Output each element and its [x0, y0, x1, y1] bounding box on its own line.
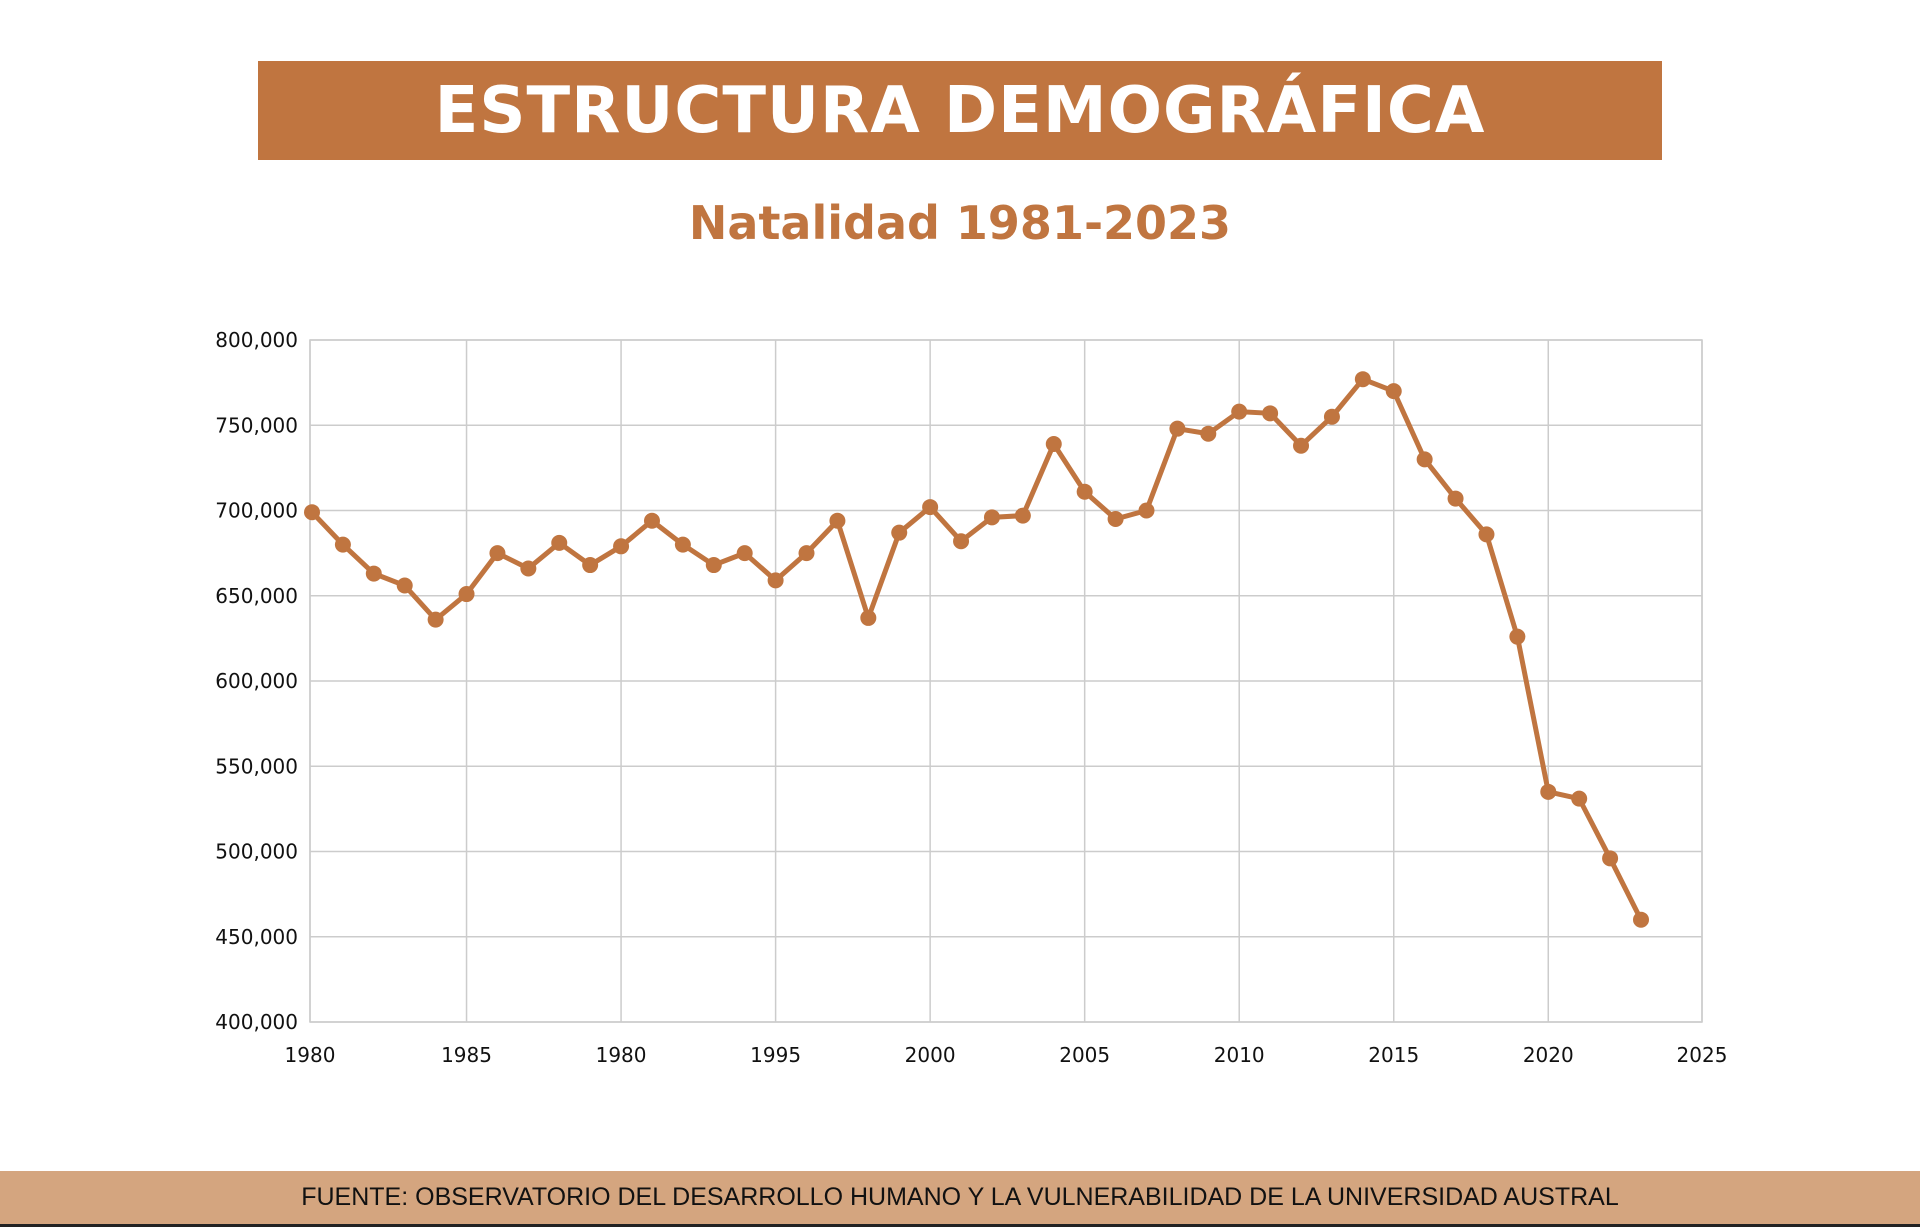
data-point [643, 512, 660, 529]
y-tick-label: 750,000 [215, 413, 298, 437]
data-point [1169, 420, 1186, 437]
data-point [736, 545, 753, 562]
x-tick-label: 2005 [1059, 1043, 1110, 1067]
data-point [922, 499, 939, 516]
data-point [798, 545, 815, 562]
x-tick-label: 1980 [285, 1043, 336, 1067]
data-point [1540, 783, 1557, 800]
data-point [458, 586, 475, 603]
y-tick-label: 650,000 [215, 584, 298, 608]
data-point [489, 545, 506, 562]
data-point [1416, 451, 1433, 468]
data-point [860, 609, 877, 626]
title-banner: ESTRUCTURA DEMOGRÁFICA [258, 61, 1662, 160]
x-tick-label: 1980 [596, 1043, 647, 1067]
data-point [1385, 383, 1402, 400]
x-tick-label: 1985 [441, 1043, 492, 1067]
page-title: ESTRUCTURA DEMOGRÁFICA [434, 73, 1486, 148]
data-point [1478, 526, 1495, 543]
y-tick-label: 600,000 [215, 669, 298, 693]
data-point [582, 557, 599, 574]
data-point [829, 512, 846, 529]
data-point [674, 536, 691, 553]
data-point [1014, 507, 1031, 524]
data-point [427, 611, 444, 628]
data-point [396, 577, 413, 594]
data-point [1231, 403, 1248, 420]
source-text: FUENTE: OBSERVATORIO DEL DESARROLLO HUMA… [301, 1183, 1619, 1211]
data-point [891, 524, 908, 541]
data-point [1200, 425, 1217, 442]
data-point [1107, 511, 1124, 528]
data-point [551, 534, 568, 551]
data-point [1354, 371, 1371, 388]
data-point [767, 572, 784, 589]
data-point [1447, 490, 1464, 507]
data-point [705, 557, 722, 574]
data-point [1262, 405, 1279, 422]
data-point [1293, 437, 1310, 454]
x-tick-label: 2025 [1677, 1043, 1728, 1067]
y-tick-label: 450,000 [215, 925, 298, 949]
data-point [520, 560, 537, 577]
data-point [1633, 911, 1649, 928]
x-tick-label: 2000 [905, 1043, 956, 1067]
data-point [1045, 436, 1062, 453]
data-point [365, 565, 382, 582]
data-point [304, 504, 320, 521]
data-point [983, 509, 1000, 526]
y-tick-label: 500,000 [215, 840, 298, 864]
series-line [310, 376, 1644, 921]
data-point [334, 536, 351, 553]
source-footer: FUENTE: OBSERVATORIO DEL DESARROLLO HUMA… [0, 1171, 1920, 1227]
x-tick-label: 2020 [1523, 1043, 1574, 1067]
y-tick-label: 800,000 [215, 328, 298, 352]
data-point [1571, 790, 1588, 807]
x-tick-label: 2015 [1368, 1043, 1419, 1067]
y-tick-label: 700,000 [215, 499, 298, 523]
x-tick-label: 1995 [750, 1043, 801, 1067]
chart-subtitle: Natalidad 1981-2023 [688, 196, 1232, 250]
data-point [1076, 483, 1093, 500]
y-tick-label: 400,000 [215, 1010, 298, 1034]
data-point [1323, 408, 1340, 425]
data-point [953, 533, 970, 550]
x-tick-label: 2010 [1214, 1043, 1265, 1067]
data-point [613, 538, 630, 555]
data-point [1509, 628, 1526, 645]
data-point [1602, 850, 1619, 867]
y-tick-label: 550,000 [215, 754, 298, 778]
data-point [1138, 502, 1155, 519]
